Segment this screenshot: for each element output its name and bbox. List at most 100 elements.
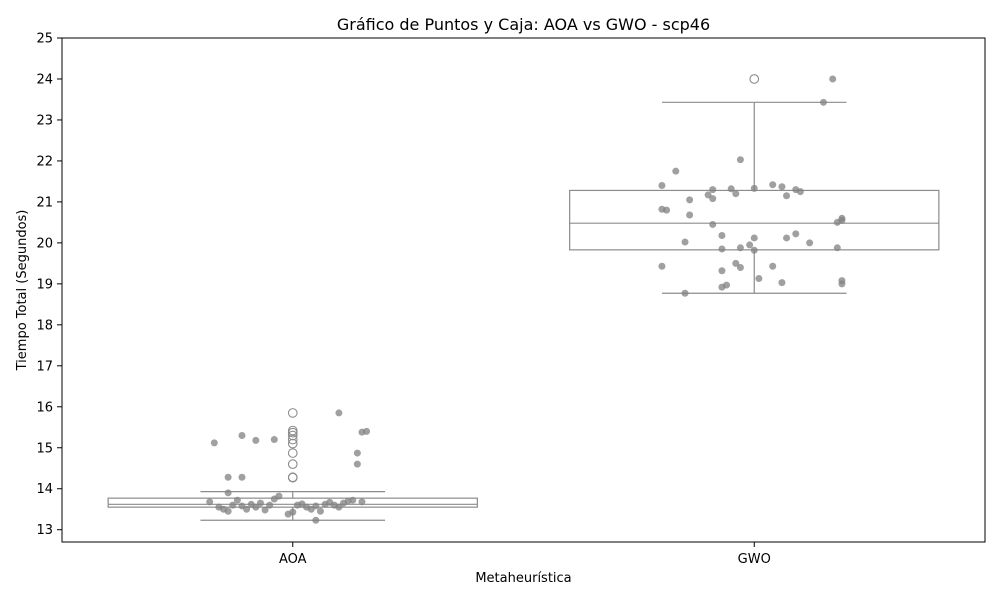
data-point-aoa [261,506,269,514]
data-point-gwo [709,220,717,228]
data-point-aoa [275,492,283,500]
outlier-marker-aoa [287,448,298,458]
y-tick-label: 24 [36,72,53,87]
data-point-aoa [289,508,297,516]
data-point-gwo [681,238,689,246]
y-tick-label: 17 [36,359,53,374]
data-point-gwo [718,245,726,253]
data-point-aoa [252,503,260,511]
x-tick-label: GWO [738,552,771,567]
data-point-gwo [727,185,735,193]
outlier-marker-gwo [749,74,760,84]
x-tick-label: AOA [279,552,307,567]
y-tick-label: 13 [36,523,53,538]
box-aoa [107,497,478,508]
data-point-aoa [233,496,241,504]
data-point-aoa [312,516,320,524]
data-point-aoa [210,439,218,447]
data-point-gwo [709,186,717,194]
y-tick-label: 14 [36,482,53,497]
y-tick-label: 19 [36,277,53,292]
data-point-gwo [806,239,814,247]
data-point-aoa [270,436,278,444]
data-point-gwo [746,241,754,249]
data-point-gwo [718,267,726,275]
data-point-gwo [736,263,744,271]
data-point-gwo [709,195,717,203]
y-tick-label: 22 [36,154,53,169]
data-point-aoa [252,436,260,444]
data-point-gwo [796,188,804,196]
y-axis-label: Tiempo Total (Segundos) [15,210,30,372]
data-point-gwo [658,262,666,270]
data-point-gwo [750,246,758,254]
data-point-gwo [736,244,744,252]
data-point-aoa [266,501,274,509]
data-point-gwo [755,275,763,283]
data-point-aoa [243,505,251,513]
data-point-aoa [229,501,237,509]
outlier-marker-aoa [287,472,298,483]
plot-frame [61,37,986,543]
data-point-gwo [718,283,726,291]
outlier-marker-aoa [287,425,298,436]
data-point-aoa [349,496,357,504]
data-point-gwo [838,280,846,288]
plot-area [107,74,940,524]
data-point-gwo [658,205,666,213]
data-point-aoa [206,498,214,506]
chart-title: Gráfico de Puntos y Caja: AOA vs GWO - s… [337,15,710,34]
data-point-aoa [316,507,324,515]
data-point-gwo [736,156,744,164]
data-point-gwo [783,192,791,200]
data-point-gwo [769,262,777,270]
data-point-aoa [256,499,264,507]
y-tick-label: 21 [36,195,53,210]
data-point-gwo [778,183,786,191]
y-tick-label: 16 [36,400,53,415]
data-point-gwo [778,279,786,287]
data-point-gwo [681,289,689,297]
data-point-aoa [224,489,232,497]
data-point-gwo [783,234,791,242]
data-point-aoa [353,460,361,468]
data-point-gwo [686,196,694,204]
data-point-gwo [718,232,726,240]
data-point-gwo [833,244,841,252]
data-point-aoa [238,473,246,481]
data-point-gwo [672,167,680,175]
y-tick-label: 23 [36,113,53,128]
y-tick-label: 20 [36,236,53,251]
data-point-gwo [750,184,758,192]
data-point-gwo [732,190,740,198]
data-point-gwo [686,211,694,219]
data-point-gwo [833,218,841,226]
data-point-aoa [363,427,371,435]
data-point-aoa [330,501,338,509]
data-point-gwo [792,230,800,238]
outlier-marker-aoa [287,459,298,469]
data-point-gwo [838,214,846,222]
data-point-gwo [819,98,827,106]
axis-ticks: 13 14 15 16 17 18 19 20 21 22 23 24 25 AOA GWO [36,32,770,568]
data-point-gwo [829,75,837,83]
x-axis-label: Metaheurística [475,571,571,586]
y-tick-label: 15 [36,441,53,456]
data-point-aoa [358,498,366,506]
outlier-marker-aoa [287,408,298,418]
data-point-aoa [312,502,320,510]
data-point-aoa [224,507,232,515]
data-point-gwo [658,182,666,190]
data-point-aoa [353,449,361,457]
data-point-gwo [750,234,758,242]
y-tick-label: 18 [36,318,53,333]
data-point-aoa [238,431,246,439]
data-point-aoa [224,473,232,481]
data-point-gwo [732,259,740,267]
outlier-marker-aoa [287,430,298,441]
data-point-aoa [335,409,343,417]
y-tick-label: 25 [36,32,53,47]
data-point-gwo [769,181,777,189]
